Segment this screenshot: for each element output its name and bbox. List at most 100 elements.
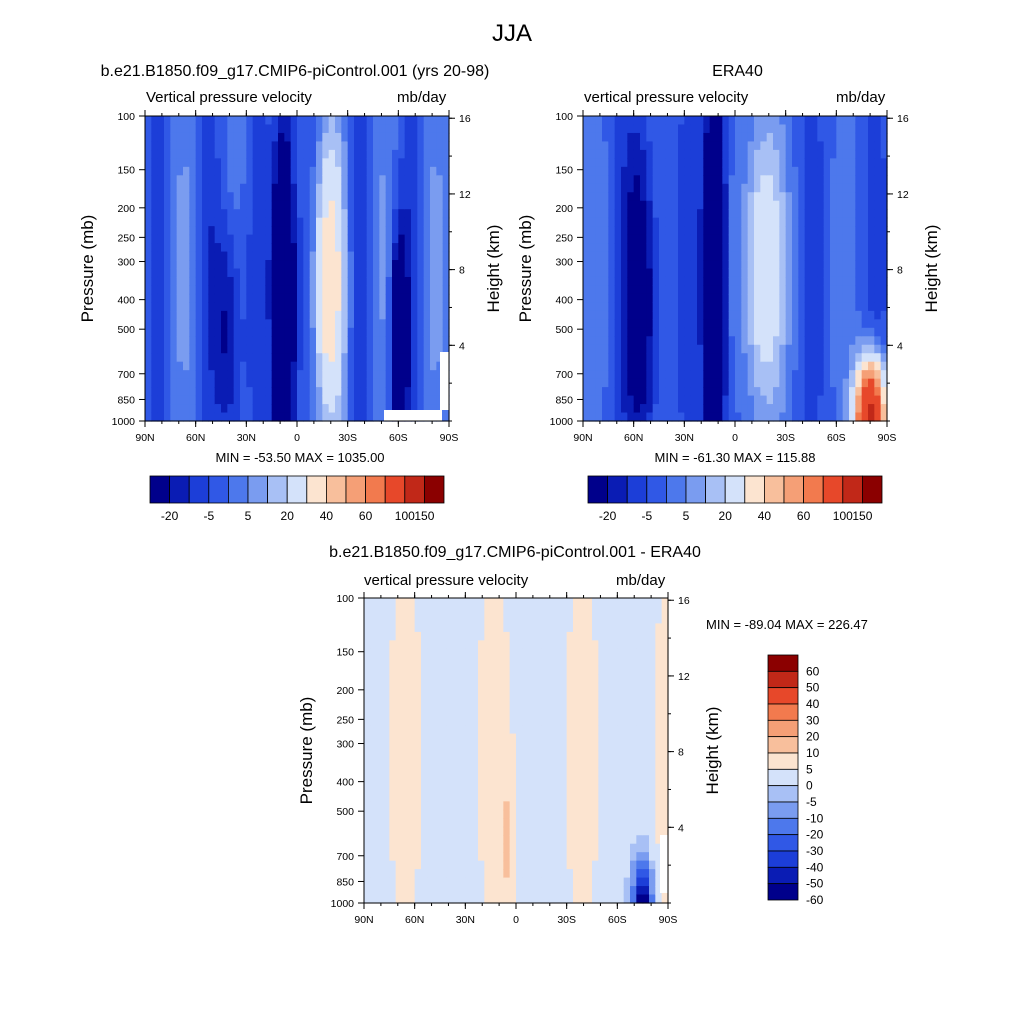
field-cell [583,192,590,202]
field-cell [497,775,504,785]
field-cell [459,716,466,726]
field-cell [383,877,390,887]
field-cell [322,217,330,227]
field-cell [722,387,730,397]
field-cell [402,691,409,701]
field-cell [646,361,654,371]
field-cell [646,370,654,380]
field-cell [379,132,387,143]
field-cell [379,336,387,346]
field-cell [265,183,273,193]
field-cell [271,141,279,151]
field-cell [221,192,228,202]
field-cell [208,209,216,219]
field-cell [598,852,606,862]
field-cell [478,733,485,743]
field-cell [652,378,660,388]
field-cell [436,149,444,159]
field-cell [646,175,654,185]
field-cell [484,623,492,633]
field-cell [652,395,660,405]
field-cell [659,116,666,126]
field-cell [373,404,380,414]
field-cell [811,141,818,151]
field-cell [690,310,698,320]
field-cell [823,116,831,126]
field-cell [659,327,666,337]
field-cell [623,818,631,828]
field-cell [849,175,856,185]
field-cell [703,370,711,380]
field-cell [836,370,844,380]
panel1-left-label: Vertical pressure velocity [146,89,312,106]
field-cell [427,792,435,802]
field-cell [376,640,384,650]
field-cell [233,387,241,397]
field-cell [836,327,844,337]
field-cell [608,251,616,261]
field-cell [433,860,441,870]
field-cell [640,293,647,303]
field-cell [360,200,368,210]
field-cell [868,175,875,185]
field-cell [541,725,549,735]
field-cell [145,293,152,303]
field-cell [735,353,742,363]
field-cell [284,251,292,261]
field-cell [392,327,399,337]
field-cell [602,183,609,193]
field-cell [697,293,704,303]
field-cell [659,234,666,244]
field-cell [379,395,387,405]
field-cell [240,412,247,422]
field-cell [490,733,498,743]
field-cell [398,226,406,236]
field-cell [528,665,536,675]
field-cell [849,378,856,388]
field-cell [265,310,273,320]
field-cell [747,166,755,176]
field-cell [604,648,612,658]
field-cell [379,344,387,354]
field-cell [459,835,466,845]
field-cell [459,614,466,625]
field-cell [341,183,349,193]
field-cell [411,276,418,287]
field-cell [516,877,523,887]
field-cell [151,412,159,422]
field-cell [284,404,292,414]
field-cell [798,276,806,287]
field-cell [157,319,165,329]
field-cell [728,327,736,337]
field-cell [284,175,292,185]
field-cell [309,344,317,354]
field-cell [592,733,599,743]
field-cell [452,648,460,658]
field-cell [271,370,279,380]
field-cell [849,353,856,363]
field-cell [328,166,336,176]
field-cell [452,877,460,887]
field-cell [189,353,197,363]
field-cell [823,183,831,193]
field-cell [347,124,355,134]
field-cell [383,699,390,709]
field-cell [170,344,178,354]
field-cell [678,200,685,210]
field-cell [811,132,818,143]
field-cell [284,361,292,371]
field-cell [627,116,635,126]
field-cell [202,200,209,210]
field-cell [297,116,304,126]
field-cell [189,293,197,303]
field-cell [414,758,422,769]
field-cell [503,606,511,616]
field-cell [335,327,342,337]
field-cell [684,183,692,193]
field-cell [646,217,654,227]
field-cell [233,276,241,287]
field-cell [227,387,235,397]
field-cell [195,327,203,337]
field-cell [240,200,247,210]
field-cell [328,361,336,371]
